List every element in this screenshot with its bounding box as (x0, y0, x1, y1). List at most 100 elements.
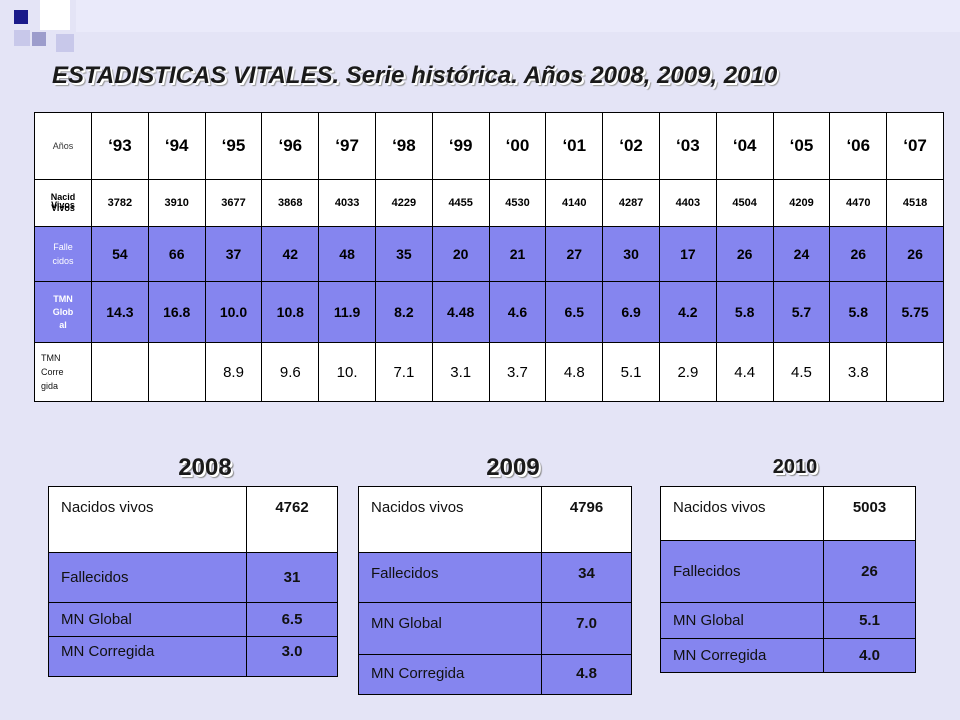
cell-nacidos: 4403 (658, 179, 717, 227)
cell-nacidos: 4518 (886, 179, 944, 227)
row-label-line: Vivos (51, 200, 75, 210)
cell-value: 4.0 (823, 638, 916, 673)
year-header: ‘93 (91, 112, 149, 180)
cell-fallecidos: 26 (715, 226, 774, 282)
cell-value: 6.5 (246, 602, 338, 637)
cell-tmn-corregida: 10. (318, 342, 376, 402)
year-header: ‘01 (545, 112, 604, 180)
table-row-nacidos: Nacid Vivos Vivos 3782 3910 3677 3868 40… (34, 179, 944, 227)
year-header: ‘97 (318, 112, 376, 180)
deco-square-navy (14, 10, 28, 24)
cell-value: 3.0 (246, 636, 338, 677)
year-header: ‘96 (261, 112, 320, 180)
cell-fallecidos: 66 (147, 226, 206, 282)
cell-fallecidos: 27 (545, 226, 604, 282)
cell-label: Fallecidos (48, 552, 247, 603)
row-label-line: TMN (53, 293, 73, 304)
cell-tmn-global: 10.8 (261, 281, 320, 343)
cell-value: 4762 (246, 486, 338, 553)
row-label-line: gida (41, 381, 59, 391)
cell-tmn-global: 4.6 (488, 281, 547, 343)
cell-nacidos: 4504 (715, 179, 774, 227)
row-label-line: al (59, 319, 67, 330)
table-row: MN Global 5.1 (660, 602, 916, 639)
year-header: ‘02 (602, 112, 660, 180)
cell-value: 4796 (541, 486, 632, 553)
cell-tmn-corregida: 9.6 (261, 342, 320, 402)
row-label-line: cidos (52, 256, 74, 266)
cell-label: MN Global (358, 602, 542, 655)
year-header: ‘06 (829, 112, 888, 180)
table-row: Nacidos vivos 4762 (48, 486, 338, 553)
cell-tmn-corregida: 4.8 (545, 342, 604, 402)
summary-table-2010: Nacidos vivos 5003 Fallecidos 26 MN Glob… (660, 486, 916, 673)
cell-tmn-global: 11.9 (318, 281, 376, 343)
summary-table-2008: Nacidos vivos 4762 Fallecidos 31 MN Glob… (48, 486, 338, 677)
cell-tmn-global: 5.8 (715, 281, 774, 343)
cell-label: MN Global (48, 602, 247, 637)
table-row-years: Años ‘93 ‘94 ‘95 ‘96 ‘97 ‘98 ‘99 ‘00 ‘01… (34, 112, 944, 180)
page-title: ESTADISTICAS VITALES. Serie histórica. A… (52, 62, 778, 89)
cell-fallecidos: 37 (204, 226, 263, 282)
deco-square-mid (32, 32, 46, 46)
cell-nacidos: 4140 (545, 179, 604, 227)
cell-tmn-corregida: 4.5 (772, 342, 831, 402)
table-row: Fallecidos 31 (48, 552, 338, 603)
cell-label: MN Corregida (660, 638, 824, 673)
cell-tmn-corregida: 7.1 (374, 342, 433, 402)
year-header: ‘00 (488, 112, 547, 180)
table-row: MN Corregida 3.0 (48, 636, 338, 677)
cell-tmn-corregida (886, 342, 944, 402)
cell-fallecidos: 26 (829, 226, 888, 282)
table-row: Fallecidos 26 (660, 540, 916, 603)
cell-fallecidos: 54 (91, 226, 149, 282)
cell-tmn-global: 5.8 (829, 281, 888, 343)
year-header: ‘04 (715, 112, 774, 180)
cell-fallecidos: 35 (374, 226, 433, 282)
table-row: Fallecidos 34 (358, 552, 632, 603)
table-row-tmn-global: TMN Glob al 14.3 16.8 10.0 10.8 11.9 8.2… (34, 281, 944, 343)
cell-tmn-global: 5.75 (886, 281, 944, 343)
header-label: Años (34, 112, 92, 180)
table-row-tmn-corregida: TMN Corre gida 8.9 9.6 10. 7.1 3.1 3.7 4… (34, 342, 944, 402)
cell-fallecidos: 17 (658, 226, 717, 282)
cell-tmn-corregida: 3.1 (431, 342, 490, 402)
year-header: ‘05 (772, 112, 831, 180)
cell-nacidos: 3910 (147, 179, 206, 227)
cell-tmn-global: 6.5 (545, 281, 604, 343)
cell-nacidos: 3782 (91, 179, 149, 227)
cell-value: 4.8 (541, 654, 632, 695)
table-row: MN Corregida 4.0 (660, 638, 916, 673)
cell-label: Nacidos vivos (48, 486, 247, 553)
cell-tmn-corregida: 4.4 (715, 342, 774, 402)
year-header: ‘03 (658, 112, 717, 180)
cell-tmn-global: 5.7 (772, 281, 831, 343)
cell-value: 5003 (823, 486, 916, 541)
cell-tmn-global: 6.9 (602, 281, 660, 343)
cell-tmn-global: 8.2 (374, 281, 433, 343)
cell-tmn-global: 4.2 (658, 281, 717, 343)
cell-tmn-corregida: 5.1 (602, 342, 660, 402)
deco-square-light (40, 0, 70, 30)
row-label-nacidos: Nacid Vivos Vivos (34, 179, 92, 227)
year-header: ‘94 (147, 112, 206, 180)
cell-tmn-global: 16.8 (147, 281, 206, 343)
cell-fallecidos: 21 (488, 226, 547, 282)
cell-nacidos: 4470 (829, 179, 888, 227)
cell-fallecidos: 26 (886, 226, 944, 282)
cell-value: 31 (246, 552, 338, 603)
cell-nacidos: 4455 (431, 179, 490, 227)
cell-tmn-global: 4.48 (431, 281, 490, 343)
deco-square-lightbox (56, 34, 74, 52)
cell-nacidos: 4229 (374, 179, 433, 227)
year-header: ‘07 (886, 112, 944, 180)
year-title-2009: 2009 (486, 454, 540, 481)
cell-fallecidos: 20 (431, 226, 490, 282)
cell-tmn-corregida: 2.9 (658, 342, 717, 402)
year-header: ‘99 (431, 112, 490, 180)
cell-label: Fallecidos (358, 552, 542, 603)
table-row: Nacidos vivos 5003 (660, 486, 916, 541)
cell-tmn-corregida: 3.8 (829, 342, 888, 402)
table-row: MN Global 7.0 (358, 602, 632, 655)
cell-tmn-corregida (91, 342, 149, 402)
